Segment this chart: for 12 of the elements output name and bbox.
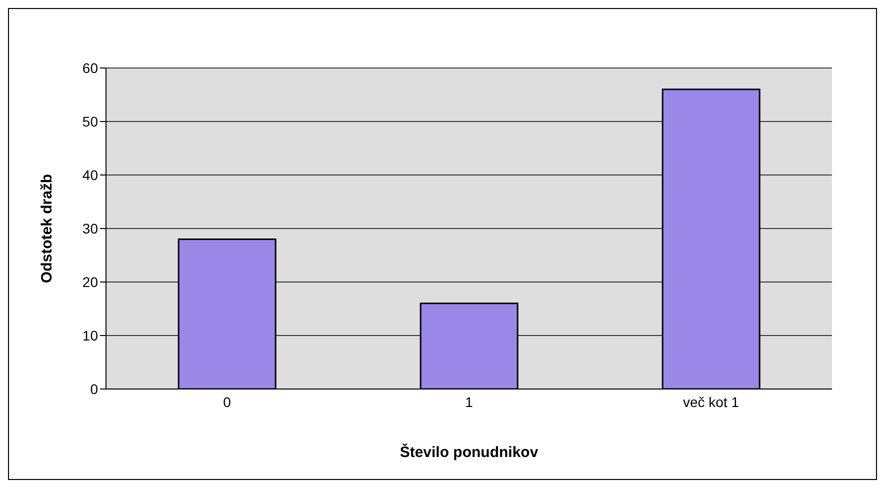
y-axis-title: Odstotek dražb [38, 174, 56, 284]
y-tick-label: 10 [82, 327, 98, 344]
y-tick-label: 40 [82, 166, 98, 183]
y-tick-label: 20 [82, 274, 98, 290]
y-tick-label: 30 [82, 220, 98, 236]
y-tick-label: 50 [82, 113, 98, 130]
x-tick-label: več kot 1 [682, 394, 740, 410]
y-tick-label: 0 [90, 380, 98, 397]
y-tick-label: 60 [82, 60, 98, 76]
x-tick-label: 1 [465, 394, 474, 410]
x-axis-title: Število ponudnikov [400, 443, 539, 461]
x-tick-label: 0 [223, 394, 232, 410]
